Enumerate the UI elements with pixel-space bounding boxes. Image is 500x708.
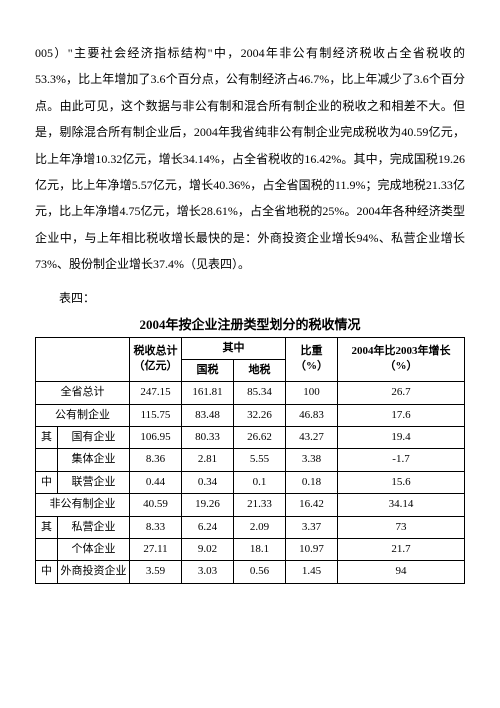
cell-value: 115.75 [130,404,182,426]
header-bizhong: 比重（%） [286,337,338,382]
cell-value: 247.15 [130,382,182,404]
cell-value: 40.59 [130,494,182,516]
cell-value: 19.4 [338,427,465,449]
header-dishui: 地税 [234,359,286,381]
cell-value: 43.27 [286,427,338,449]
row-label-zhong: 中 [36,471,58,493]
cell-value: 15.6 [338,471,465,493]
table-title: 2004年按企业注册类型划分的税收情况 [35,314,465,333]
cell-value: 106.95 [130,427,182,449]
cell-value: 26.62 [234,427,286,449]
cell-value: 10.97 [286,539,338,561]
cell-value: 0.18 [286,471,338,493]
cell-value: 32.26 [234,404,286,426]
table-row: 其 私营企业 8.33 6.24 2.09 3.37 73 [36,516,465,538]
row-label-nonpublic: 非公有制企业 [36,494,130,516]
table-row: 集体企业 8.36 2.81 5.55 3.38 -1.7 [36,449,465,471]
row-label-joint: 联营企业 [58,471,130,493]
row-label-individual: 个体企业 [58,539,130,561]
cell-value: 3.38 [286,449,338,471]
table-label: 表四： [35,286,465,310]
row-label-qi: 其 [36,516,58,538]
cell-value: 18.1 [234,539,286,561]
header-blank [36,337,130,382]
cell-value: 9.02 [182,539,234,561]
cell-value: 19.26 [182,494,234,516]
header-qizhong: 其中 [182,337,286,359]
cell-value: 26.7 [338,382,465,404]
row-label-total: 全省总计 [36,382,130,404]
table-row: 公有制企业 115.75 83.48 32.26 46.83 17.6 [36,404,465,426]
tax-table: 税收总计（亿元） 其中 比重（%） 2004年比2003年增长（%） 国税 地税… [35,337,465,584]
cell-value: 5.55 [234,449,286,471]
cell-value: 21.7 [338,539,465,561]
header-growth: 2004年比2003年增长（%） [338,337,465,382]
row-label-state: 国有企业 [58,427,130,449]
row-label-private: 私营企业 [58,516,130,538]
header-row-1: 税收总计（亿元） 其中 比重（%） 2004年比2003年增长（%） [36,337,465,359]
cell-value: 2.09 [234,516,286,538]
cell-value: 3.37 [286,516,338,538]
row-label-foreign: 外商投资企业 [58,561,130,583]
cell-value: 34.14 [338,494,465,516]
table-row: 中 外商投资企业 3.59 3.03 0.56 1.45 94 [36,561,465,583]
body-paragraph: 005）"主要社会经济指标结构"中，2004年非公有制经济税收占全省税收的53.… [35,40,465,278]
cell-value: 0.56 [234,561,286,583]
cell-value: 85.34 [234,382,286,404]
table-row: 其 国有企业 106.95 80.33 26.62 43.27 19.4 [36,427,465,449]
row-label-blank [36,539,58,561]
cell-value: 94 [338,561,465,583]
table-row: 个体企业 27.11 9.02 18.1 10.97 21.7 [36,539,465,561]
cell-value: -1.7 [338,449,465,471]
cell-value: 73 [338,516,465,538]
cell-value: 6.24 [182,516,234,538]
row-label-public: 公有制企业 [36,404,130,426]
cell-value: 17.6 [338,404,465,426]
table-row: 非公有制企业 40.59 19.26 21.33 16.42 34.14 [36,494,465,516]
table-row: 全省总计 247.15 161.81 85.34 100 26.7 [36,382,465,404]
table-row: 中 联营企业 0.44 0.34 0.1 0.18 15.6 [36,471,465,493]
cell-value: 0.34 [182,471,234,493]
cell-value: 27.11 [130,539,182,561]
cell-value: 80.33 [182,427,234,449]
cell-value: 0.1 [234,471,286,493]
row-label-qi: 其 [36,427,58,449]
row-label-blank [36,449,58,471]
row-label-collective: 集体企业 [58,449,130,471]
cell-value: 16.42 [286,494,338,516]
cell-value: 83.48 [182,404,234,426]
cell-value: 161.81 [182,382,234,404]
header-guoshui: 国税 [182,359,234,381]
header-tax-total: 税收总计（亿元） [130,337,182,382]
cell-value: 21.33 [234,494,286,516]
cell-value: 8.33 [130,516,182,538]
cell-value: 0.44 [130,471,182,493]
cell-value: 1.45 [286,561,338,583]
cell-value: 8.36 [130,449,182,471]
cell-value: 46.83 [286,404,338,426]
cell-value: 2.81 [182,449,234,471]
cell-value: 3.03 [182,561,234,583]
cell-value: 100 [286,382,338,404]
cell-value: 3.59 [130,561,182,583]
row-label-zhong: 中 [36,561,58,583]
